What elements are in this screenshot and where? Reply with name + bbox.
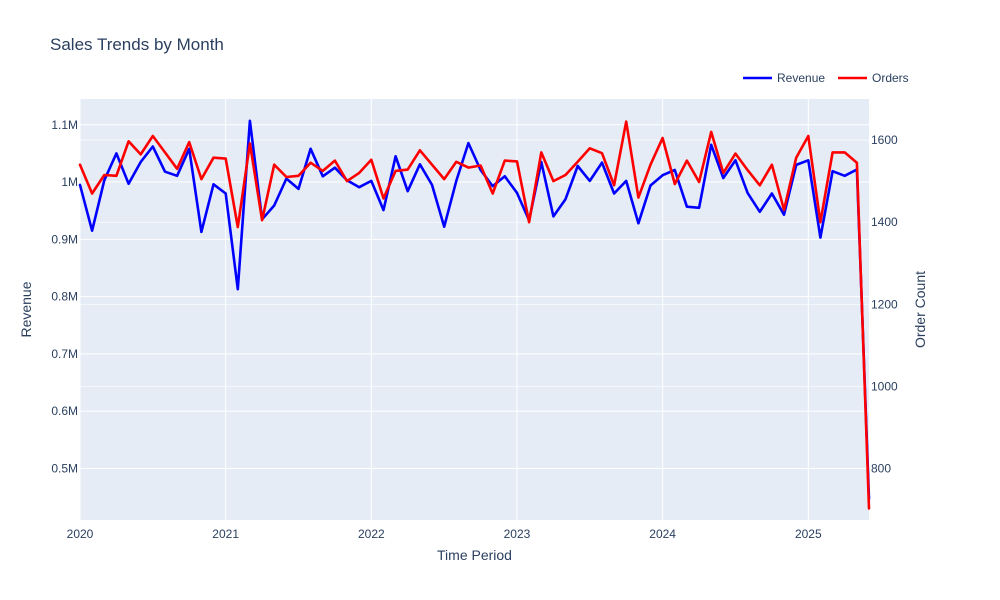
y-tick-label: 1.1M xyxy=(51,118,78,132)
y-axis-title: Revenue xyxy=(18,281,34,337)
y2-tick-label: 1200 xyxy=(871,297,898,311)
series-line-orders xyxy=(78,120,871,510)
y-tick-label: 0.8M xyxy=(51,290,78,304)
plot-background xyxy=(80,99,869,520)
chart-title: Sales Trends by Month xyxy=(50,35,224,54)
y2-tick-label: 1000 xyxy=(871,380,898,394)
series-lines xyxy=(78,119,871,510)
y-tick-label: 0.9M xyxy=(51,232,78,246)
legend[interactable]: Revenue Orders xyxy=(743,71,909,85)
legend-label: Revenue xyxy=(777,71,825,85)
y2-axis-title: Order Count xyxy=(912,271,928,348)
legend-label: Orders xyxy=(872,71,909,85)
y-tick-label: 0.5M xyxy=(51,461,78,475)
x-axis-title: Time Period xyxy=(437,547,512,563)
y2-tick-label: 1400 xyxy=(871,215,898,229)
x-tick-label: 2020 xyxy=(67,527,94,541)
y-tick-label: 1M xyxy=(61,175,78,189)
series-line-revenue xyxy=(78,119,871,501)
y2-tick-label: 1600 xyxy=(871,133,898,147)
y-axis-ticks: 0.5M 0.6M 0.7M 0.8M 0.9M 1M 1.1M xyxy=(51,118,78,476)
y2-axis-ticks: 800 1000 1200 1400 1600 xyxy=(871,133,898,476)
x-tick-label: 2022 xyxy=(358,527,385,541)
grid-lines xyxy=(79,99,869,520)
y-tick-label: 0.7M xyxy=(51,347,78,361)
x-tick-label: 2025 xyxy=(795,527,822,541)
x-tick-label: 2024 xyxy=(649,527,676,541)
x-tick-label: 2023 xyxy=(504,527,531,541)
y-tick-label: 0.6M xyxy=(51,404,78,418)
x-tick-label: 2021 xyxy=(212,527,239,541)
x-axis-ticks: 2020 2021 2022 2023 2024 2025 xyxy=(67,527,822,541)
legend-item-revenue[interactable]: Revenue xyxy=(743,71,825,85)
y2-tick-label: 800 xyxy=(871,462,891,476)
legend-item-orders[interactable]: Orders xyxy=(838,71,909,85)
